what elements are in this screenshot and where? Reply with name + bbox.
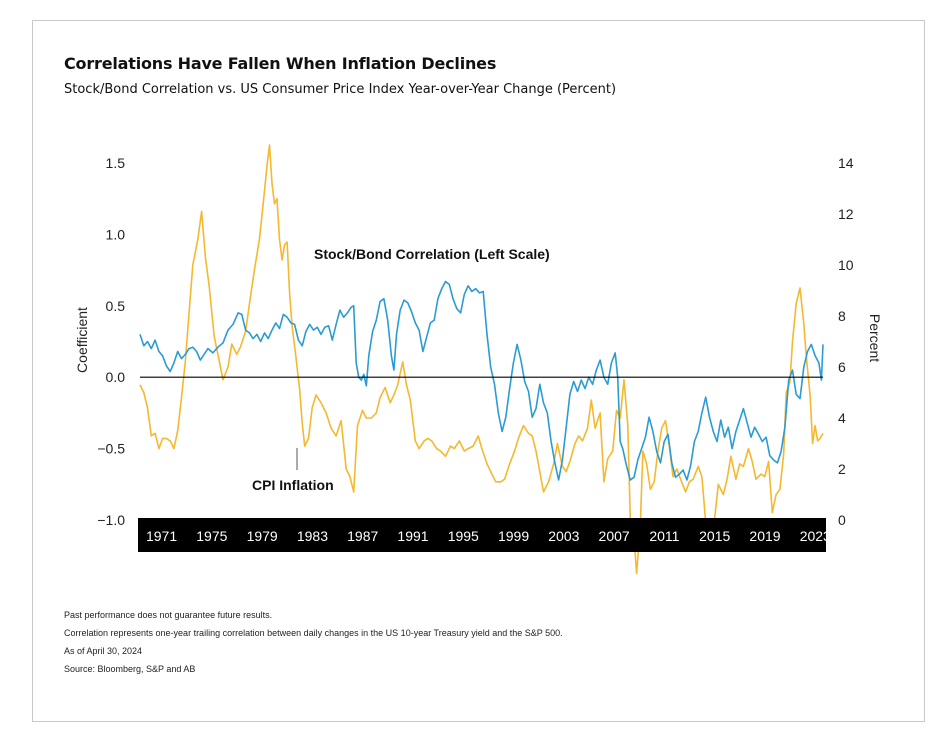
y-right-tick-label: 8 xyxy=(838,308,846,324)
x-tick-label: 2007 xyxy=(599,528,630,544)
chart-subtitle: Stock/Bond Correlation vs. US Consumer P… xyxy=(64,82,617,97)
series-line-cpi xyxy=(139,144,824,575)
x-tick-label: 2011 xyxy=(649,528,679,544)
y-left-tick-label: −1.0 xyxy=(97,512,125,528)
y-right-tick-label: 10 xyxy=(838,257,854,273)
annotation-cpi: CPI Inflation xyxy=(252,477,334,493)
y-right-tick-label: 14 xyxy=(838,155,854,171)
footnote-date: As of April 30, 2024 xyxy=(64,646,143,656)
footnote-disclaimer: Past performance does not guarantee futu… xyxy=(64,610,273,620)
y-right-axis-title: Percent xyxy=(867,314,883,362)
footnote-method: Correlation represents one-year trailing… xyxy=(64,628,563,638)
x-tick-label: 2023 xyxy=(800,528,831,544)
x-tick-label: 1987 xyxy=(347,528,378,544)
x-tick-label: 2003 xyxy=(548,528,579,544)
y-left-axis-title: Coefficient xyxy=(74,307,90,373)
y-right-tick-label: 12 xyxy=(838,206,854,222)
y-right-tick-label: 2 xyxy=(838,461,846,477)
x-tick-label: 1999 xyxy=(498,528,529,544)
x-tick-label: 1975 xyxy=(196,528,227,544)
y-left-tick-label: −0.5 xyxy=(97,441,125,457)
x-tick-label: 1983 xyxy=(297,528,328,544)
chart-title: Correlations Have Fallen When Inflation … xyxy=(64,54,497,73)
y-left-tick-label: 1.5 xyxy=(106,155,126,171)
y-left-tick-label: 1.0 xyxy=(106,226,126,242)
series-line-correlation xyxy=(139,280,824,481)
x-tick-label: 2019 xyxy=(749,528,780,544)
chart-card xyxy=(32,20,925,722)
footnotes: Past performance does not guarantee futu… xyxy=(64,606,563,678)
x-tick-label: 1991 xyxy=(397,528,428,544)
footnote-source: Source: Bloomberg, S&P and AB xyxy=(64,664,196,674)
x-tick-label: 1995 xyxy=(448,528,479,544)
y-left-tick-label: 0.5 xyxy=(106,298,126,314)
y-right-tick-label: 6 xyxy=(838,359,846,375)
x-axis-band xyxy=(138,518,826,552)
x-tick-label: 1971 xyxy=(146,528,177,544)
y-right-tick-label: 4 xyxy=(838,410,846,426)
y-left-tick-label: 0.0 xyxy=(106,369,126,385)
annotation-correlation: Stock/Bond Correlation (Left Scale) xyxy=(314,246,550,262)
x-tick-label: 2015 xyxy=(699,528,730,544)
y-right-tick-label: 0 xyxy=(838,512,846,528)
x-tick-label: 1979 xyxy=(247,528,278,544)
